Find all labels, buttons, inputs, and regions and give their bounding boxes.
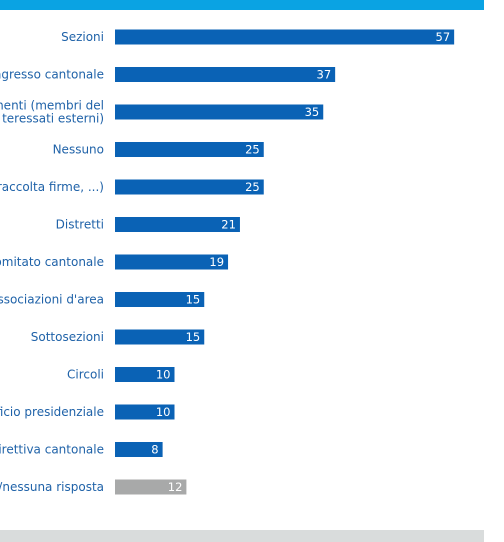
bar <box>115 292 205 307</box>
category-label-line: Nessuno <box>53 143 104 157</box>
category-label-line: Sottosezioni <box>31 330 104 344</box>
bar <box>115 479 187 495</box>
value-label: 19 <box>209 255 224 269</box>
category-labels: Sezioni Congresso cantonale manenti (membr… <box>0 30 104 494</box>
category-label-line: Congresso cantonale <box>0 68 104 82</box>
value-label: 37 <box>317 68 332 82</box>
value-label: 25 <box>245 180 260 194</box>
bar <box>115 329 205 345</box>
value-label: 21 <box>221 218 236 232</box>
bar <box>115 142 264 157</box>
category-label-line: manenti (membri del <box>0 99 104 113</box>
value-label: 25 <box>245 143 260 157</box>
value-label: 12 <box>168 480 183 494</box>
category-label: Sottosezioni <box>31 330 104 344</box>
category-label: Comitato cantonale <box>0 255 104 269</box>
bar <box>115 67 336 82</box>
category-label: Sezioni <box>61 30 104 44</box>
bar <box>115 367 175 382</box>
category-label-line: Circoli <box>67 368 104 382</box>
category-label-line: teressati esterni) <box>2 112 104 126</box>
bar <box>115 217 240 232</box>
value-label: 10 <box>156 405 171 419</box>
category-label: nd, raccolta firme, ...) <box>0 180 104 194</box>
category-label-line: Ufficio presidenziale <box>0 405 104 419</box>
category-label: so/nessuna risposta <box>0 480 104 494</box>
category-label: Associazioni d'area <box>0 293 104 307</box>
category-label-line: Direttiva cantonale <box>0 443 104 457</box>
value-label: 35 <box>305 105 320 119</box>
bar <box>115 254 229 270</box>
category-label: Congresso cantonale <box>0 68 104 82</box>
value-label: 10 <box>156 368 171 382</box>
category-label: Nessuno <box>53 143 104 157</box>
category-label-line: Sezioni <box>61 30 104 44</box>
bars <box>115 29 455 495</box>
bar <box>115 404 175 420</box>
category-label-line: Distretti <box>56 218 104 232</box>
bar <box>115 29 455 45</box>
value-label: 15 <box>186 330 201 344</box>
category-label: Direttiva cantonale <box>0 443 104 457</box>
bottom-bar <box>0 530 484 542</box>
category-label-line: nd, raccolta firme, ...) <box>0 180 104 194</box>
value-labels: 57 37 35 25 25 21 19 15 15 10 10 8 12 <box>151 30 450 494</box>
category-label: Ufficio presidenziale <box>0 405 104 419</box>
category-label-line: Associazioni d'area <box>0 293 104 307</box>
category-label: Distretti <box>56 218 104 232</box>
category-label-line: so/nessuna risposta <box>0 480 104 494</box>
value-label: 8 <box>151 443 158 457</box>
category-label: Circoli <box>67 368 104 382</box>
bar <box>115 104 324 120</box>
bar <box>115 442 163 457</box>
top-accent-bar <box>0 0 484 10</box>
bar <box>115 179 264 195</box>
value-label: 57 <box>436 30 451 44</box>
value-label: 15 <box>186 293 201 307</box>
category-label-line: Comitato cantonale <box>0 255 104 269</box>
